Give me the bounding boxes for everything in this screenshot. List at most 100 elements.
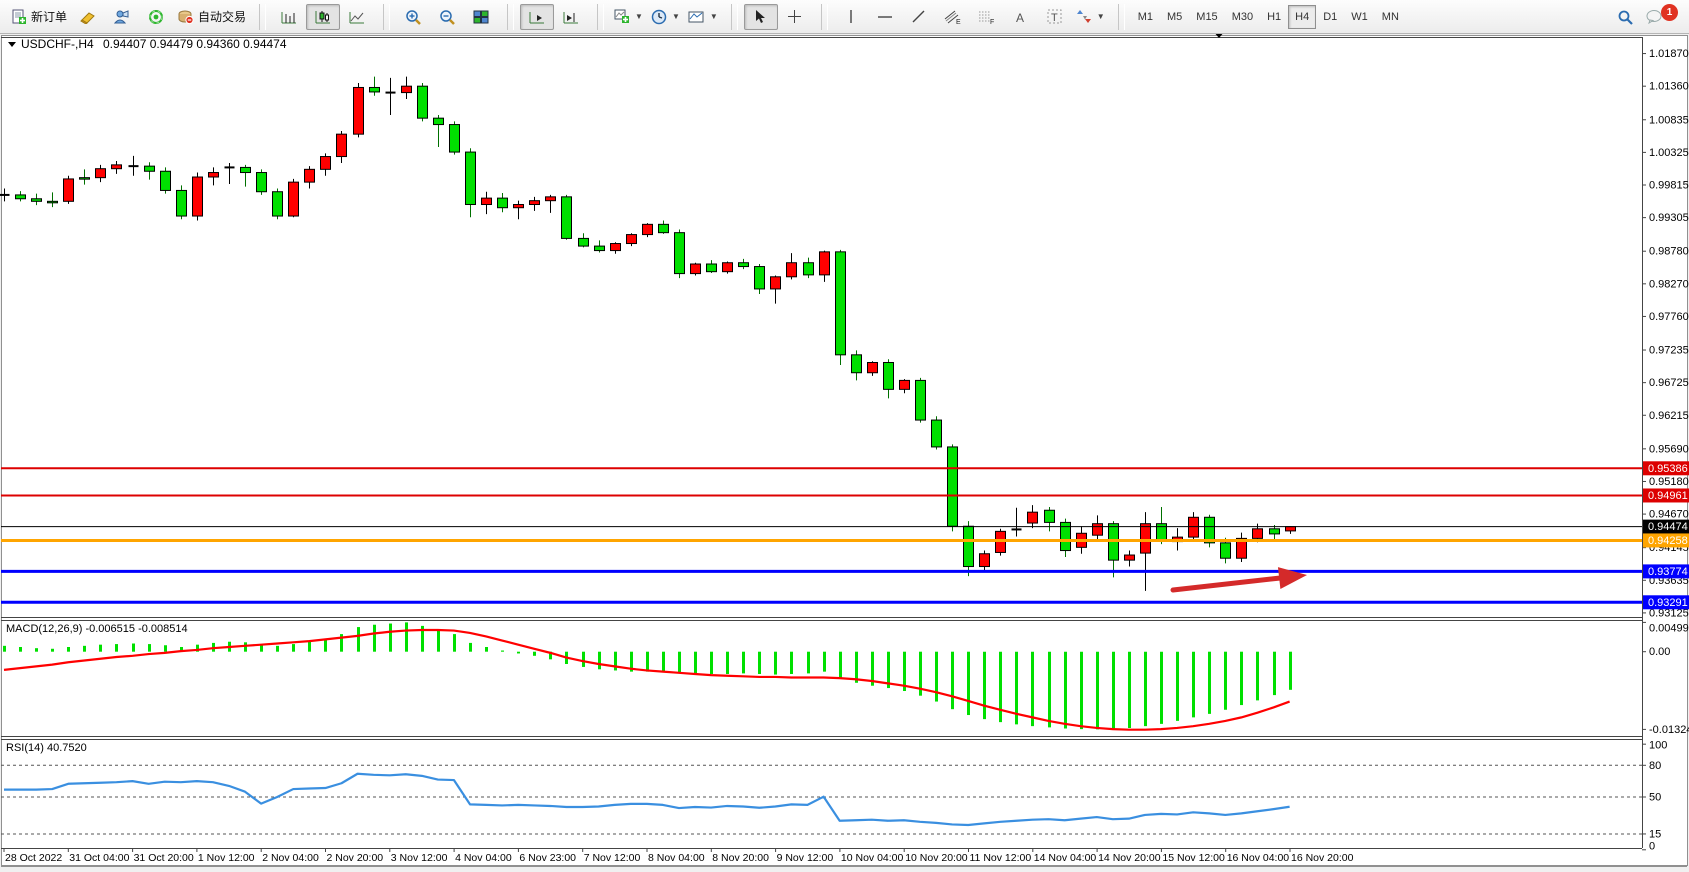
timeframe-d1[interactable]: D1 xyxy=(1323,10,1338,23)
new-order-button[interactable]: 新订单 xyxy=(7,4,71,30)
candle-body xyxy=(513,204,524,209)
arrows-icon xyxy=(1076,10,1091,23)
toolbar-separator xyxy=(820,3,828,30)
candle-body xyxy=(1044,509,1055,523)
macd-pane: MACD(12,26,9) -0.006515 -0.008514 0.00499… xyxy=(3,621,1689,736)
price-badge xyxy=(1643,461,1689,476)
timeframe-m30[interactable]: M30 xyxy=(1231,10,1254,23)
candle-body xyxy=(1269,528,1280,535)
time-label: 28 Oct 2022 xyxy=(5,852,62,864)
candle-body xyxy=(738,262,749,268)
candle-body xyxy=(465,151,476,206)
time-label: 11 Nov 12:00 xyxy=(970,852,1032,864)
svg-text:0.94670: 0.94670 xyxy=(1649,509,1689,521)
bar-chart-button[interactable] xyxy=(272,4,306,30)
zoom-in-icon xyxy=(405,9,421,25)
notifications-button[interactable]: 1 xyxy=(1642,4,1682,30)
svg-text:0.93774: 0.93774 xyxy=(1648,566,1688,578)
timeframe-w1[interactable]: W1 xyxy=(1351,10,1368,23)
text-button[interactable]: A xyxy=(1004,4,1038,30)
time-axis[interactable]: 28 Oct 2022 31 Oct 04:00 31 Oct 20:00 1 Nov… xyxy=(3,848,1354,864)
text-icon: A xyxy=(1016,11,1024,24)
time-label: 16 Nov 04:00 xyxy=(1227,852,1290,864)
candle-body xyxy=(754,266,765,290)
candle-body xyxy=(1060,521,1071,552)
toolbar-separator xyxy=(259,3,267,30)
templates-button[interactable]: ▼ xyxy=(684,4,722,30)
macd-signal-line xyxy=(3,628,1290,731)
svg-text:0.97235: 0.97235 xyxy=(1649,345,1689,357)
chart-shift-icon xyxy=(563,11,579,23)
candlestick-chart-button[interactable] xyxy=(306,3,341,30)
zoom-in-button[interactable] xyxy=(396,4,430,30)
time-label: 4 Nov 04:00 xyxy=(455,852,512,864)
svg-text:E: E xyxy=(956,19,961,25)
candle-body xyxy=(240,166,251,174)
tile-windows-button[interactable] xyxy=(464,4,498,30)
auto-trading-label: 自动交易 xyxy=(198,10,247,24)
candle-body xyxy=(63,178,74,202)
auto-trading-button[interactable]: 自动交易 xyxy=(173,4,250,30)
auto-scroll-button[interactable] xyxy=(520,3,555,30)
horizontal-level-lines[interactable] xyxy=(1,467,1642,604)
rsi-pane: RSI(14) 40.7520 100 80 50 150 xyxy=(1,740,1667,853)
candle-body xyxy=(449,124,460,153)
svg-text:15: 15 xyxy=(1649,828,1661,840)
arrows-button[interactable]: ▼ xyxy=(1072,4,1109,30)
svg-text:50: 50 xyxy=(1649,791,1661,803)
candle-body xyxy=(1188,516,1199,538)
trendline-button[interactable] xyxy=(902,4,936,30)
price-badge xyxy=(1643,533,1689,548)
zoom-out-button[interactable] xyxy=(430,4,464,30)
candle-body xyxy=(626,234,637,245)
timeframe-m15[interactable]: M15 xyxy=(1196,10,1218,23)
text-label-button[interactable]: T xyxy=(1038,4,1072,30)
new-order-label: 新订单 xyxy=(31,10,68,24)
crosshair-button[interactable] xyxy=(778,4,812,30)
market-watch-icon xyxy=(114,10,129,24)
signals-button[interactable] xyxy=(139,4,173,30)
time-label: 10 Nov 20:00 xyxy=(905,852,968,864)
vertical-line-button[interactable] xyxy=(834,4,868,30)
candle-body xyxy=(111,164,122,170)
toolbar-separator xyxy=(507,3,515,30)
new-chart-button[interactable]: ▼ xyxy=(610,4,647,30)
period-button[interactable]: ▼ xyxy=(647,4,684,30)
line-chart-button[interactable] xyxy=(340,4,374,30)
svg-text:0.94961: 0.94961 xyxy=(1648,490,1688,502)
fibonacci-button[interactable]: F xyxy=(970,4,1004,30)
trendline-icon xyxy=(912,10,925,23)
svg-text:F: F xyxy=(990,19,994,25)
candle-body xyxy=(529,200,540,206)
market-watch-button[interactable] xyxy=(105,4,139,30)
dropdown-caret: ▼ xyxy=(709,12,718,21)
price-axis[interactable]: 1.01870 1.01360 1.00835 1.00325 0.99815 0.993… xyxy=(1642,48,1689,619)
timeframe-m5[interactable]: M5 xyxy=(1167,10,1183,23)
styles-button[interactable] xyxy=(71,4,105,30)
candle-body xyxy=(1156,523,1167,541)
cursor-button[interactable] xyxy=(743,3,778,30)
search-button[interactable] xyxy=(1608,4,1642,30)
timeframe-mn[interactable]: MN xyxy=(1381,10,1399,23)
timeframe-h4[interactable]: H4 xyxy=(1288,4,1317,29)
candle-body xyxy=(979,553,990,568)
chart-shift-button[interactable] xyxy=(554,4,588,30)
equidistant-channel-button[interactable]: E xyxy=(936,4,970,30)
candle-body xyxy=(176,189,187,217)
toolbar-separator xyxy=(383,3,391,30)
horizontal-line-icon xyxy=(877,15,892,18)
candle-body xyxy=(545,196,556,202)
svg-text:80: 80 xyxy=(1649,760,1661,772)
new-chart-icon xyxy=(614,9,630,23)
horizontal-line-button[interactable] xyxy=(868,4,902,30)
trend-arrow[interactable] xyxy=(1170,567,1307,593)
candle-body xyxy=(899,379,910,390)
timeframe-m1[interactable]: M1 xyxy=(1137,10,1153,23)
timeframe-h1[interactable]: H1 xyxy=(1267,10,1282,23)
chart-title: USDCHF-,H4 0.94407 0.94479 0.94360 0.9447… xyxy=(8,37,287,51)
svg-text:A: A xyxy=(1016,11,1024,24)
candle-body xyxy=(1236,537,1247,559)
candle-body xyxy=(658,223,669,234)
candle-body xyxy=(272,191,283,217)
